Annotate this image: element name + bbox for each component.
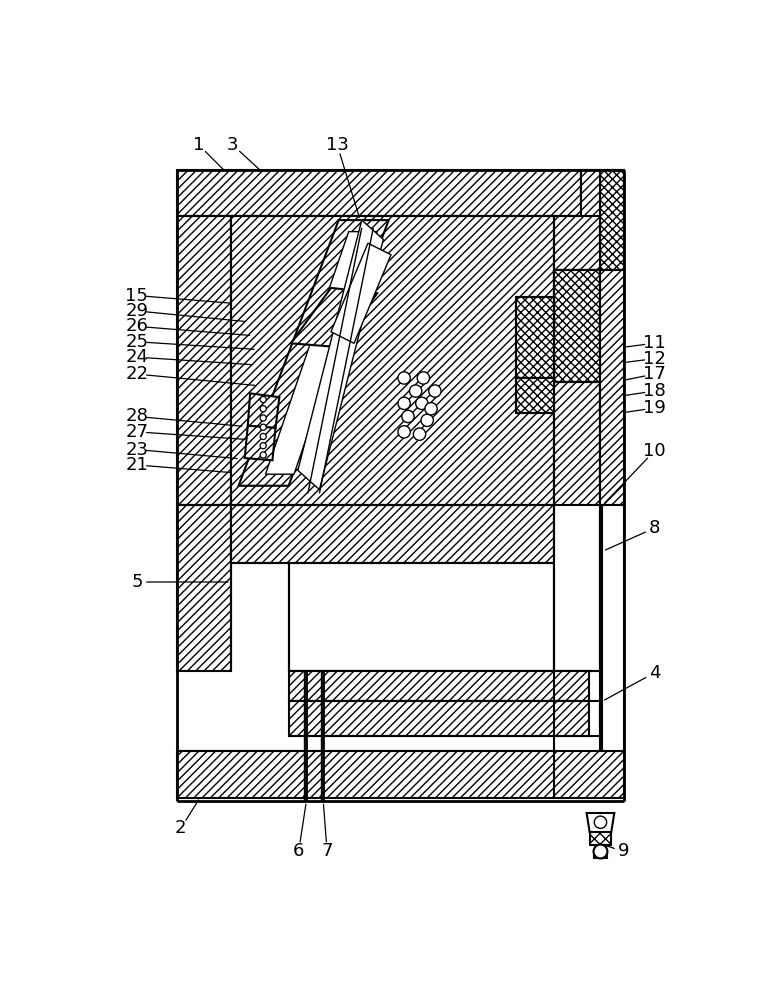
Text: 25: 25: [125, 333, 148, 351]
Text: 8: 8: [648, 519, 660, 537]
Text: 6: 6: [293, 842, 304, 860]
Polygon shape: [238, 220, 389, 486]
Text: 27: 27: [125, 423, 148, 441]
Text: 3: 3: [227, 136, 238, 154]
Text: 10: 10: [643, 442, 666, 460]
Circle shape: [593, 845, 608, 858]
Circle shape: [425, 403, 437, 415]
Text: 19: 19: [643, 399, 666, 417]
Polygon shape: [516, 297, 554, 378]
Polygon shape: [590, 832, 612, 845]
Circle shape: [398, 372, 410, 384]
Polygon shape: [554, 216, 601, 270]
Text: 11: 11: [643, 334, 666, 352]
Text: 13: 13: [325, 136, 349, 154]
Circle shape: [260, 415, 267, 421]
Polygon shape: [177, 170, 581, 216]
Circle shape: [260, 443, 267, 449]
Polygon shape: [554, 505, 601, 671]
Polygon shape: [589, 701, 601, 736]
Polygon shape: [298, 220, 383, 490]
Circle shape: [260, 433, 267, 440]
Text: 7: 7: [321, 842, 333, 860]
Text: 23: 23: [125, 441, 148, 459]
Text: 18: 18: [643, 382, 666, 400]
Circle shape: [413, 428, 426, 440]
Polygon shape: [554, 270, 623, 382]
Circle shape: [409, 385, 422, 397]
Text: 22: 22: [125, 365, 148, 383]
Text: 15: 15: [125, 287, 148, 305]
Polygon shape: [601, 170, 623, 270]
Polygon shape: [230, 216, 554, 505]
Text: 1: 1: [193, 136, 204, 154]
Polygon shape: [581, 170, 601, 270]
Polygon shape: [554, 270, 601, 382]
Polygon shape: [245, 426, 275, 460]
Polygon shape: [266, 232, 377, 474]
Circle shape: [594, 816, 607, 828]
Circle shape: [398, 426, 410, 438]
Polygon shape: [516, 378, 554, 413]
Circle shape: [260, 452, 267, 458]
Text: 4: 4: [648, 664, 660, 682]
Polygon shape: [601, 505, 623, 751]
Text: 2: 2: [175, 819, 187, 837]
Text: 9: 9: [618, 842, 630, 860]
Polygon shape: [289, 701, 589, 736]
Polygon shape: [177, 216, 230, 505]
Text: 26: 26: [125, 317, 148, 335]
Text: 28: 28: [125, 407, 148, 425]
Circle shape: [260, 406, 267, 412]
Text: 12: 12: [643, 350, 666, 368]
Polygon shape: [248, 393, 279, 428]
Polygon shape: [586, 813, 615, 832]
Polygon shape: [601, 270, 623, 505]
Polygon shape: [289, 563, 554, 671]
Text: 29: 29: [125, 302, 148, 320]
Text: 5: 5: [131, 573, 143, 591]
Circle shape: [429, 385, 441, 397]
Polygon shape: [331, 243, 391, 343]
Polygon shape: [593, 852, 608, 858]
Circle shape: [421, 414, 434, 426]
Circle shape: [260, 396, 267, 403]
Polygon shape: [177, 505, 230, 671]
Circle shape: [416, 397, 428, 410]
Circle shape: [417, 372, 430, 384]
Circle shape: [401, 410, 414, 423]
Circle shape: [260, 424, 267, 430]
Polygon shape: [289, 671, 589, 701]
Polygon shape: [230, 505, 554, 563]
Circle shape: [398, 397, 410, 410]
Polygon shape: [554, 382, 601, 505]
Polygon shape: [581, 170, 623, 201]
Polygon shape: [291, 288, 377, 347]
Text: 24: 24: [125, 348, 148, 366]
Text: 17: 17: [643, 365, 666, 383]
Polygon shape: [177, 751, 623, 798]
Text: 21: 21: [125, 456, 148, 474]
